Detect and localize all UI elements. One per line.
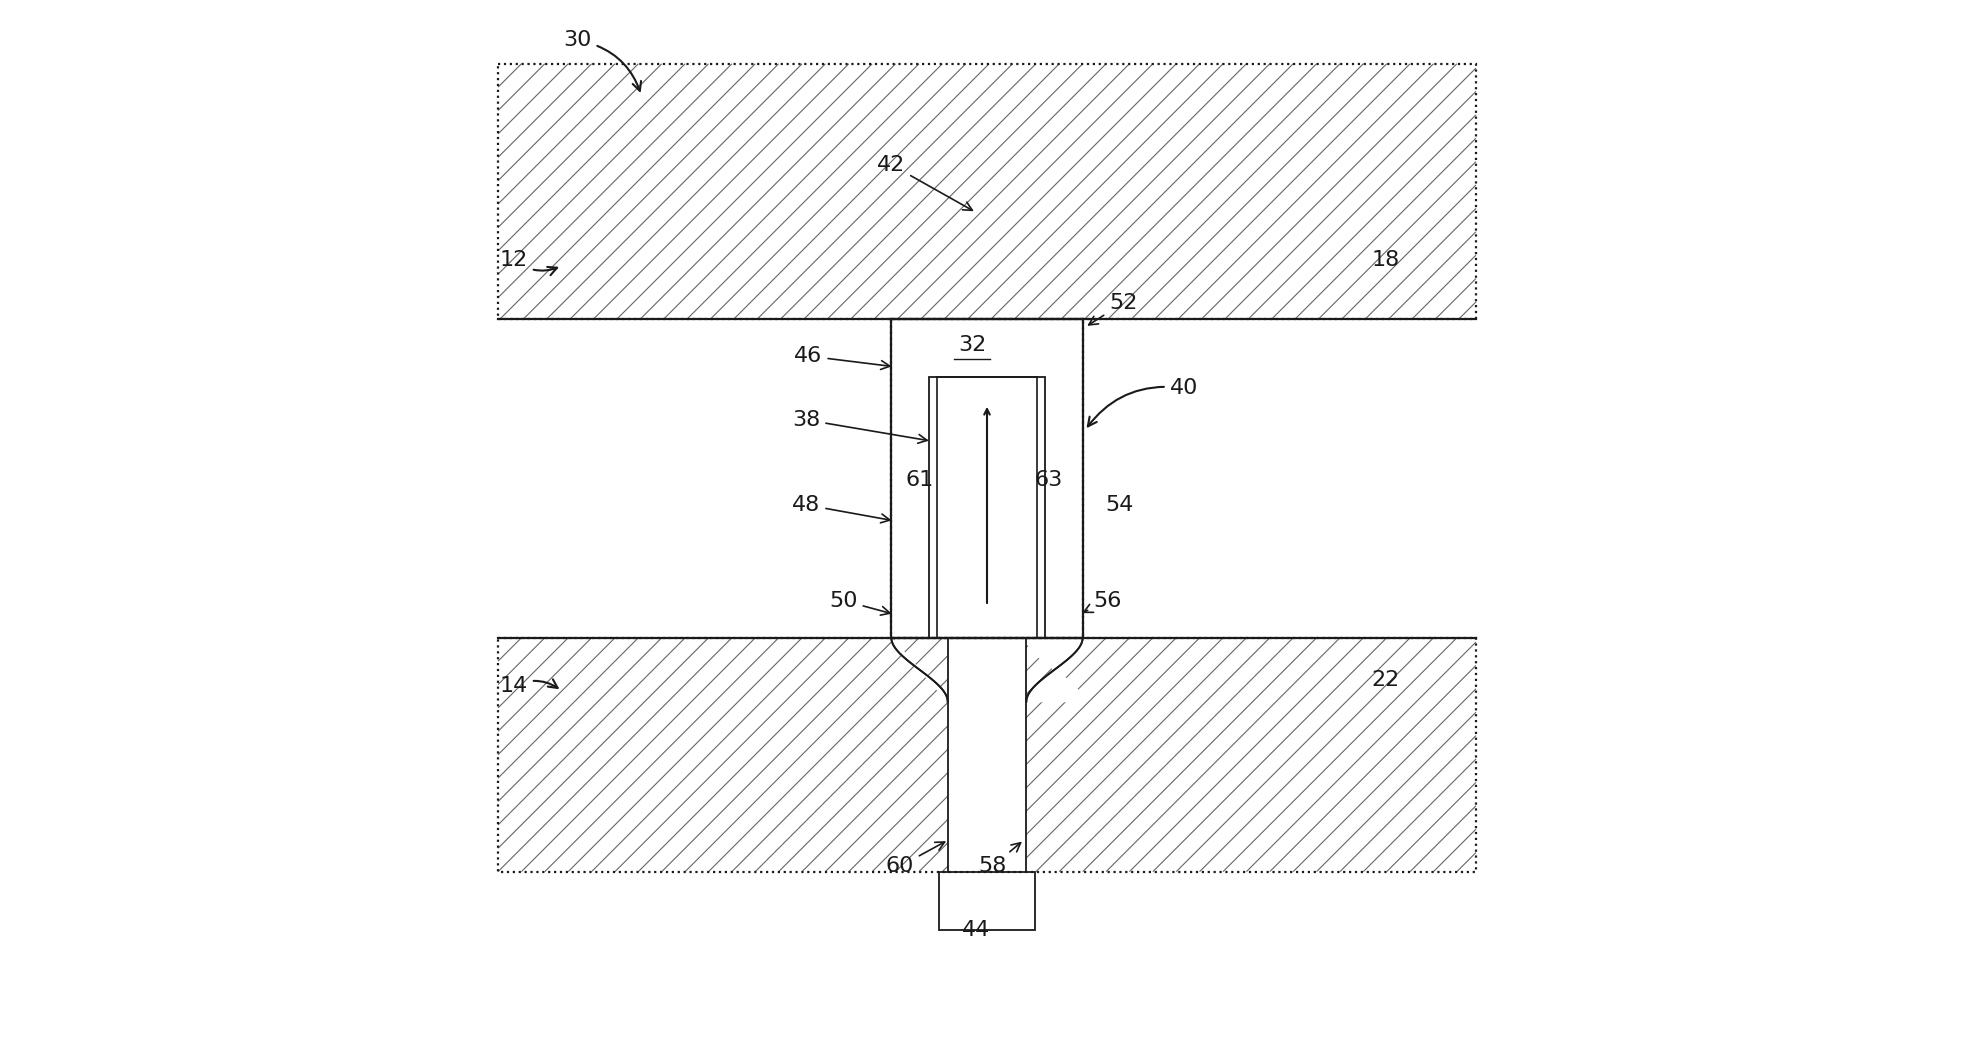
Text: 60: 60 [886,842,945,876]
Bar [939,872,1034,930]
Text: 56: 56 [1083,591,1121,612]
Text: 22: 22 [1371,671,1399,690]
Text: 18: 18 [1371,251,1399,270]
Bar [497,638,1476,872]
Text: 61: 61 [906,471,933,490]
Bar [937,377,1036,638]
Text: 40: 40 [1087,378,1198,426]
Text: 46: 46 [793,347,890,370]
Text: 12: 12 [499,251,556,275]
Bar [892,319,1081,638]
Text: 30: 30 [562,31,641,90]
Bar [947,638,1026,872]
Text: 54: 54 [1105,495,1133,514]
Text: 50: 50 [829,591,890,615]
Polygon shape [1026,638,1081,702]
Text: 14: 14 [499,676,556,695]
Text: 42: 42 [876,155,973,210]
Text: 52: 52 [1089,293,1136,325]
Text: 32: 32 [957,336,986,355]
Bar [497,638,1476,872]
Bar [892,319,1081,638]
Text: 63: 63 [1034,471,1061,490]
Bar [927,377,1046,638]
Text: 58: 58 [979,843,1020,876]
Text: 48: 48 [791,495,890,523]
Text: 44: 44 [961,921,990,940]
Bar [927,377,1046,638]
Bar [497,64,1476,319]
Polygon shape [892,638,947,702]
Text: 38: 38 [791,410,927,443]
Bar [939,872,1034,930]
Bar [497,64,1476,319]
